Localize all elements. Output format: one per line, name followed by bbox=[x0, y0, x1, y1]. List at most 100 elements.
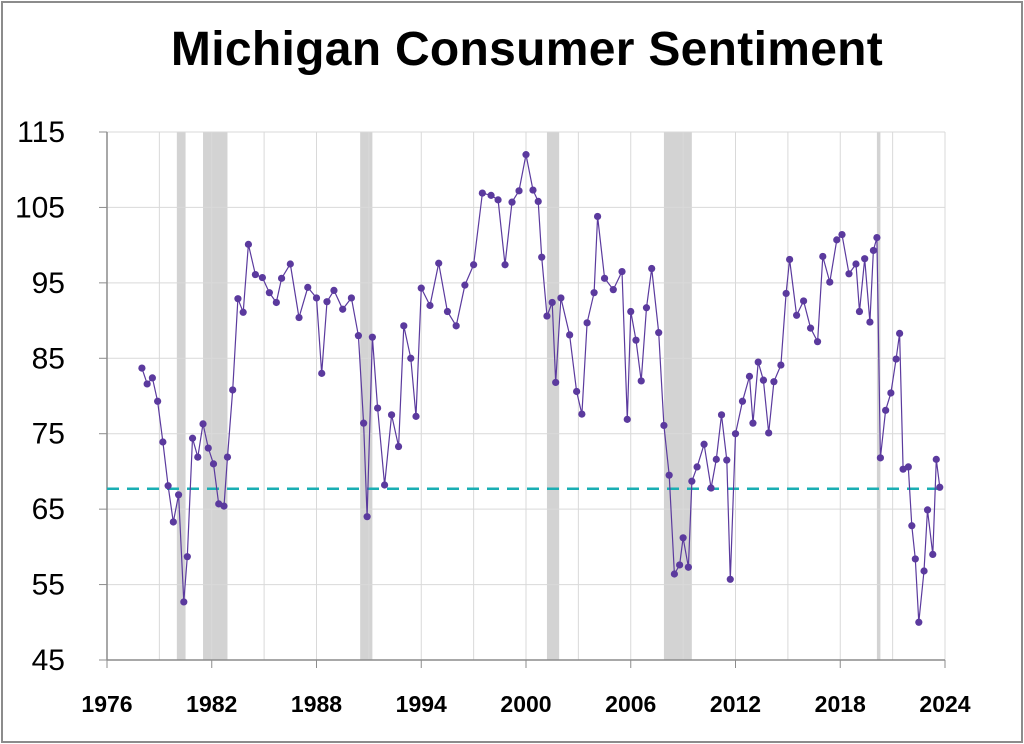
data-point bbox=[443, 307, 452, 316]
data-point bbox=[470, 261, 478, 269]
data-point bbox=[204, 444, 212, 452]
data-point bbox=[374, 404, 382, 412]
data-point bbox=[749, 419, 757, 427]
recession-band bbox=[663, 132, 692, 660]
y-tick-label: 95 bbox=[32, 267, 65, 300]
data-point bbox=[786, 255, 794, 264]
y-tick-label: 45 bbox=[32, 644, 65, 677]
x-tick-label: 1982 bbox=[186, 691, 237, 717]
data-point bbox=[765, 429, 773, 437]
data-point bbox=[557, 294, 565, 302]
data-point bbox=[923, 506, 932, 514]
recession-band bbox=[203, 132, 228, 660]
data-point bbox=[892, 355, 900, 363]
data-point bbox=[407, 354, 415, 362]
data-point bbox=[538, 253, 546, 261]
data-point bbox=[159, 438, 167, 446]
data-point bbox=[164, 482, 172, 490]
y-tick-label: 85 bbox=[32, 342, 65, 375]
x-tick-label: 2006 bbox=[605, 691, 656, 717]
data-point bbox=[188, 434, 197, 442]
data-point bbox=[593, 212, 602, 221]
data-point bbox=[799, 297, 808, 305]
data-point bbox=[838, 230, 846, 239]
data-point bbox=[637, 377, 645, 385]
data-point bbox=[896, 329, 904, 337]
data-point bbox=[169, 518, 177, 526]
data-point bbox=[194, 453, 202, 461]
data-point bbox=[426, 301, 434, 310]
data-point bbox=[777, 361, 785, 369]
recession-band bbox=[546, 132, 560, 660]
data-point bbox=[304, 283, 312, 291]
data-point bbox=[258, 273, 266, 282]
data-point bbox=[435, 259, 443, 267]
data-point bbox=[911, 555, 919, 563]
recession-band bbox=[176, 132, 186, 660]
data-point bbox=[312, 294, 321, 302]
data-point bbox=[813, 338, 822, 346]
recession-band bbox=[876, 132, 881, 660]
data-point bbox=[908, 522, 916, 530]
y-tick-label: 115 bbox=[17, 116, 65, 149]
data-point bbox=[578, 410, 586, 418]
data-point bbox=[400, 322, 408, 330]
data-point bbox=[676, 561, 684, 569]
data-point bbox=[515, 187, 523, 195]
data-point bbox=[660, 421, 668, 430]
data-point bbox=[501, 261, 509, 269]
data-point bbox=[731, 430, 740, 438]
data-point bbox=[277, 274, 286, 282]
data-point bbox=[543, 312, 551, 320]
data-point bbox=[347, 294, 356, 302]
data-point bbox=[339, 305, 347, 313]
data-point bbox=[670, 570, 678, 578]
data-point bbox=[915, 618, 923, 626]
data-point bbox=[522, 151, 530, 159]
data-point bbox=[609, 286, 617, 294]
data-point bbox=[852, 260, 860, 268]
data-point bbox=[452, 322, 460, 330]
data-point bbox=[693, 463, 701, 471]
data-point bbox=[632, 336, 640, 344]
data-point bbox=[183, 553, 191, 561]
data-point bbox=[534, 197, 542, 205]
data-point bbox=[417, 284, 425, 292]
data-point bbox=[244, 240, 253, 248]
data-point bbox=[330, 286, 338, 294]
data-point bbox=[548, 298, 556, 307]
data-point bbox=[855, 307, 864, 316]
data-point bbox=[920, 567, 928, 575]
y-tick-label: 65 bbox=[32, 493, 65, 526]
data-point bbox=[873, 234, 881, 242]
x-tick-label: 1976 bbox=[81, 691, 132, 717]
data-point bbox=[323, 298, 331, 306]
data-point bbox=[833, 236, 841, 244]
data-point bbox=[148, 374, 156, 382]
data-point bbox=[508, 198, 516, 206]
data-point bbox=[573, 387, 581, 396]
x-tick-label: 2018 bbox=[815, 691, 866, 717]
data-point bbox=[180, 598, 188, 606]
data-point bbox=[234, 295, 242, 303]
data-point bbox=[529, 186, 537, 194]
data-point bbox=[819, 252, 827, 261]
data-point bbox=[199, 420, 207, 428]
data-point bbox=[272, 298, 280, 307]
data-point bbox=[684, 563, 692, 571]
data-point bbox=[590, 289, 598, 297]
data-point bbox=[726, 575, 734, 583]
data-point bbox=[360, 419, 368, 427]
data-point bbox=[707, 484, 715, 492]
data-point bbox=[618, 267, 626, 276]
data-point bbox=[936, 483, 944, 491]
data-point bbox=[295, 313, 303, 322]
data-point bbox=[738, 397, 747, 405]
data-point bbox=[623, 415, 631, 423]
data-point bbox=[861, 255, 869, 263]
data-point bbox=[368, 333, 376, 341]
data-point bbox=[251, 270, 259, 279]
data-point bbox=[552, 378, 560, 387]
y-tick-label: 55 bbox=[32, 569, 65, 602]
x-tick-label: 1994 bbox=[396, 691, 447, 717]
